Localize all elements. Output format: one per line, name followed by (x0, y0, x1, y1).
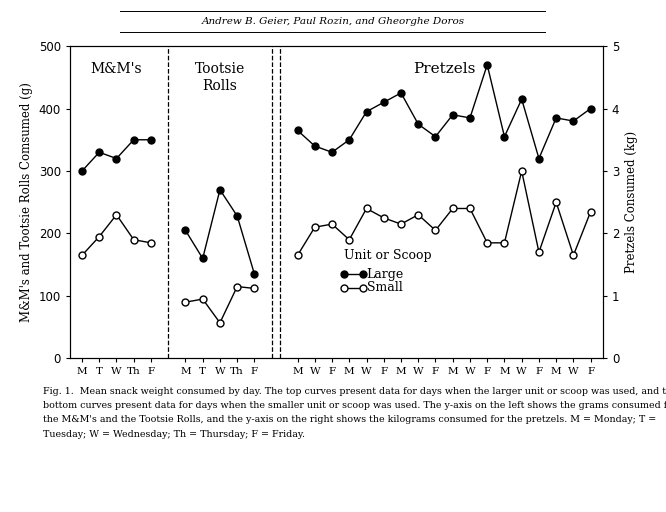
Text: Pretzels: Pretzels (413, 62, 476, 76)
Text: bottom curves present data for days when the smaller unit or scoop was used. The: bottom curves present data for days when… (43, 401, 666, 410)
Text: M&M's: M&M's (91, 62, 143, 76)
Text: Unit or Scoop: Unit or Scoop (344, 249, 432, 262)
Y-axis label: M&M's and Tootsie Rolls Comsumed (g): M&M's and Tootsie Rolls Comsumed (g) (20, 82, 33, 322)
Text: Large: Large (366, 268, 404, 281)
Text: Andrew B. Geier, Paul Rozin, and Gheorghe Doros: Andrew B. Geier, Paul Rozin, and Gheorgh… (201, 17, 465, 26)
Y-axis label: Pretzels Consumed (kg): Pretzels Consumed (kg) (625, 131, 638, 273)
Text: Tootsie
Rolls: Tootsie Rolls (195, 62, 245, 93)
Text: Tuesday; W = Wednesday; Th = Thursday; F = Friday.: Tuesday; W = Wednesday; Th = Thursday; F… (43, 430, 305, 439)
Text: the M&M's and the Tootsie Rolls, and the y-axis on the right shows the kilograms: the M&M's and the Tootsie Rolls, and the… (43, 415, 657, 424)
Text: Small: Small (366, 281, 402, 294)
Text: Fig. 1.  Mean snack weight consumed by day. The top curves present data for days: Fig. 1. Mean snack weight consumed by da… (43, 387, 666, 396)
